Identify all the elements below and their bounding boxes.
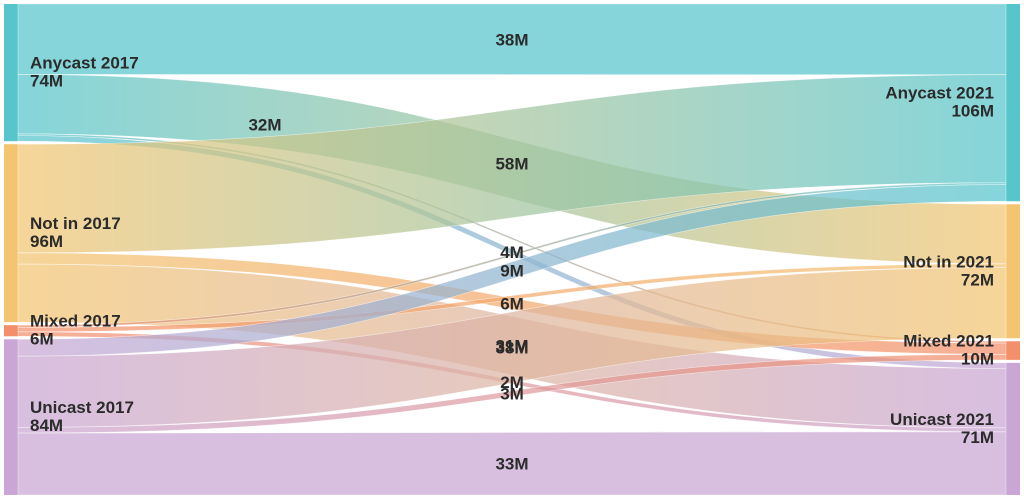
flow-label-anycast2017-to-unicast2021: 4M (500, 243, 524, 262)
right-node-value: 106M (951, 102, 994, 121)
left-node-name: Not in 2017 (30, 214, 121, 233)
target-node-anycast2021 (1006, 4, 1020, 202)
flow-label-unicast2017-to-notin2021: 38M (495, 338, 528, 357)
target-node-notin2021 (1006, 204, 1020, 339)
flow-label-notin2017-to-unicast2021: 31M (495, 337, 528, 356)
target-node-mixed2021 (1006, 341, 1020, 360)
flow-label-anycast2017-to-anycast2021: 38M (495, 30, 528, 49)
flow-label-unicast2017-to-mixed2021: 3M (500, 385, 524, 404)
right-node-name: Unicast 2021 (890, 410, 994, 429)
right-node-value: 71M (961, 428, 994, 447)
left-node-value: 84M (30, 416, 63, 435)
flow-unicast2017-to-unicast2021 (17, 431, 1007, 496)
left-node-value: 96M (30, 232, 63, 251)
source-node-mixed2017 (4, 325, 18, 337)
flows-layer (17, 3, 1007, 496)
flow-label-anycast2017-to-notin2021: 32M (248, 115, 281, 134)
flow-unicast2017-to-notin2021 (17, 267, 1007, 428)
flow-label-unicast2017-to-unicast2021: 33M (495, 455, 528, 474)
flow-label-mixed2017-to-unicast2021: 2M (500, 373, 524, 392)
flow-label-unicast2017-to-anycast2021: 9M (500, 261, 524, 280)
right-node-name: Not in 2021 (903, 252, 994, 271)
source-node-anycast2017 (4, 4, 18, 142)
flow-labels-layer: 38M 32M 4M 58M 6M 31M 2M 9M 38M 3M 33M (248, 30, 528, 473)
flow-unicast2017-to-anycast2021 (17, 184, 1007, 357)
left-node-name: Unicast 2017 (30, 398, 134, 417)
source-node-unicast2017 (4, 339, 18, 495)
flow-label-notin2017-to-mixed2021: 6M (500, 295, 524, 314)
right-node-name: Anycast 2021 (885, 84, 994, 103)
left-node-value: 74M (30, 72, 63, 91)
left-node-name: Mixed 2017 (30, 312, 121, 331)
left-node-value: 6M (30, 330, 54, 349)
left-node-name: Anycast 2017 (30, 54, 139, 73)
right-node-value: 72M (961, 270, 994, 289)
nodes-layer (4, 4, 1020, 495)
target-node-unicast2021 (1006, 362, 1020, 495)
flow-label-notin2017-to-anycast2021: 58M (495, 155, 528, 174)
flow-unicast2017-to-mixed2021 (17, 353, 1007, 434)
right-node-value: 10M (961, 350, 994, 369)
source-node-notin2017 (4, 144, 18, 323)
right-node-name: Mixed 2021 (903, 332, 994, 351)
